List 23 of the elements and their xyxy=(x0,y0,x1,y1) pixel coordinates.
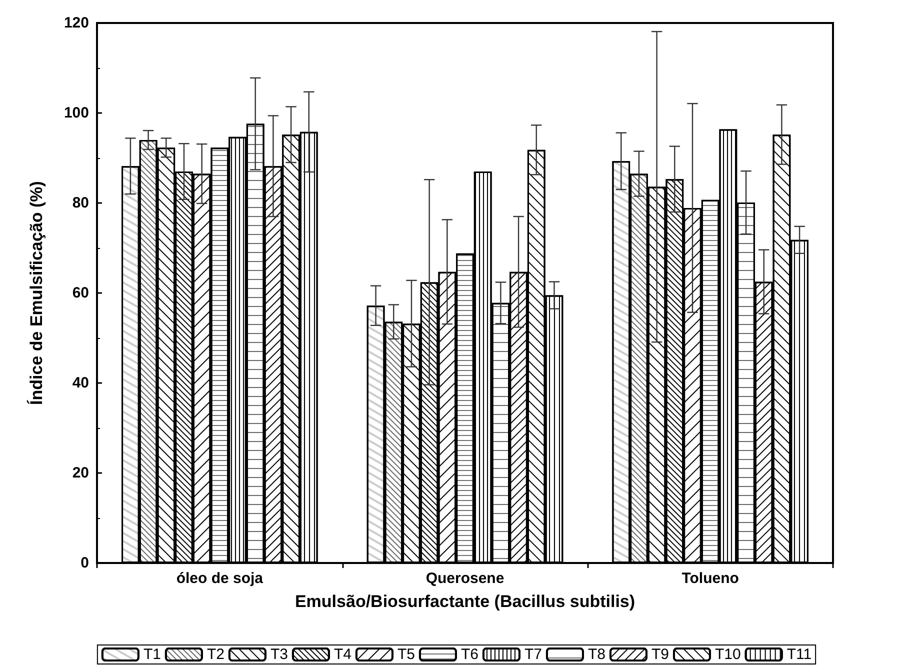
legend-label: T1 xyxy=(143,646,161,663)
y-axis-title: Índice de Emulsificação (%) xyxy=(26,181,46,405)
y-tick-label: 100 xyxy=(64,104,89,122)
legend-label: T3 xyxy=(270,646,288,663)
x-axis-title: Emulsão/Biosurfactante (Bacillus subtilis) xyxy=(294,592,636,611)
y-tick-label: 20 xyxy=(72,464,89,482)
legend-label: T7 xyxy=(524,646,542,663)
y-tick-label: 0 xyxy=(80,554,89,572)
x-tick-label: Querosene xyxy=(426,570,504,587)
legend-label: T10 xyxy=(714,646,741,663)
legend-label: T8 xyxy=(588,646,606,663)
legend-label: T4 xyxy=(334,646,352,663)
legend-label: T2 xyxy=(206,646,224,663)
legend-label: T9 xyxy=(651,646,669,663)
legend-label: T5 xyxy=(397,646,415,663)
y-tick-label: 60 xyxy=(72,284,89,302)
x-tick-label: óleo de soja xyxy=(176,570,264,587)
y-tick-label: 40 xyxy=(72,374,89,392)
legend-label: T11 xyxy=(786,646,812,663)
legend-label: T6 xyxy=(460,646,478,663)
y-tick-label: 80 xyxy=(72,194,89,212)
x-tick-label: Tolueno xyxy=(682,570,739,587)
y-tick-label: 120 xyxy=(64,14,89,32)
